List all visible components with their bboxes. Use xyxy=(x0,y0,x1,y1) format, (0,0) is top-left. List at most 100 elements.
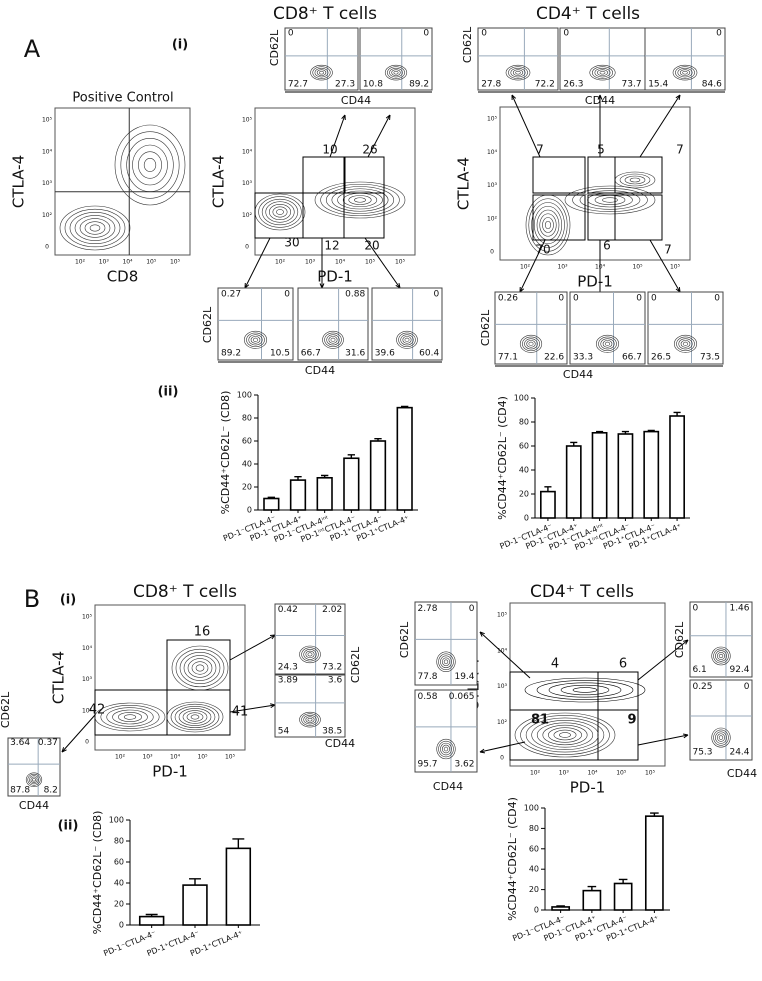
arrow-head xyxy=(479,748,486,754)
y-tick-label: 80 xyxy=(529,824,539,833)
axis-decade: 10³ xyxy=(487,182,498,189)
bar xyxy=(182,884,208,926)
gate-value: 5 xyxy=(597,143,605,157)
contour xyxy=(528,198,568,252)
quadrant-value: 0 xyxy=(716,28,722,38)
quadrant-value: 27.3 xyxy=(335,79,355,89)
quadrant-value: 24.3 xyxy=(278,663,298,673)
bar xyxy=(343,457,360,511)
arrow-head xyxy=(244,282,250,289)
quad-x-label: CD44 xyxy=(305,364,335,377)
quad-plot-frame xyxy=(494,291,568,365)
contour xyxy=(301,647,319,662)
contour xyxy=(250,336,261,344)
contour xyxy=(171,645,229,691)
axis-decade: 10⁵ xyxy=(225,754,236,761)
gate xyxy=(532,194,586,241)
arrow-head xyxy=(269,634,276,640)
contour xyxy=(299,711,321,728)
contour xyxy=(602,197,618,203)
contour xyxy=(440,742,452,756)
contour xyxy=(715,731,727,744)
axis-decade: 10⁵ xyxy=(82,614,93,621)
flow-plot-frame xyxy=(94,604,246,751)
error-bar xyxy=(587,885,597,891)
arrow-head xyxy=(479,631,485,637)
y-tick-label: 20 xyxy=(529,885,539,894)
bar xyxy=(289,479,307,511)
contour xyxy=(94,702,166,732)
contour xyxy=(505,64,531,81)
bar xyxy=(540,490,556,519)
contour xyxy=(331,188,389,212)
panel-title: CD8⁺ T cells xyxy=(133,582,237,602)
contour xyxy=(440,655,452,669)
y-axis-label: CTLA-4 xyxy=(210,155,228,208)
panel-title: CD4⁺ T cells xyxy=(530,582,634,602)
quadrant-value: 0.065 xyxy=(449,692,475,702)
axis-decade: 10⁵ xyxy=(632,264,643,271)
error-bar xyxy=(650,812,659,817)
contour xyxy=(183,655,217,681)
quad-x-label: CD44 xyxy=(433,780,463,793)
contour xyxy=(548,727,582,743)
quadrant-value: 0 xyxy=(481,28,487,38)
quad-y-label: CD62L xyxy=(673,621,686,658)
contour xyxy=(252,337,259,342)
axis-decade: 10² xyxy=(487,215,498,222)
contour xyxy=(526,340,536,348)
contour xyxy=(314,67,329,78)
gate xyxy=(343,192,385,239)
y-tick-label: 40 xyxy=(114,879,124,888)
contour xyxy=(522,336,540,352)
contour xyxy=(114,124,186,206)
contour xyxy=(716,733,726,742)
quad-plot-frame xyxy=(689,601,753,678)
gate xyxy=(614,194,663,241)
y-tick-label: 60 xyxy=(519,442,529,451)
contour xyxy=(186,712,204,722)
arrow-head xyxy=(675,94,681,101)
contour xyxy=(79,218,111,238)
contour xyxy=(602,340,613,348)
y-tick-label: 80 xyxy=(242,414,252,423)
contour xyxy=(718,653,724,659)
contour xyxy=(310,64,333,81)
bar xyxy=(263,497,280,511)
arrow-head xyxy=(675,286,681,293)
contour xyxy=(542,724,588,746)
contour xyxy=(680,340,691,348)
contour xyxy=(305,716,315,723)
contour xyxy=(354,197,366,203)
contour xyxy=(524,677,646,703)
quadrant-value: 77.8 xyxy=(417,672,437,682)
contour xyxy=(316,69,327,76)
contour xyxy=(678,338,693,350)
contour xyxy=(510,67,526,78)
quad-y-label: CD62L xyxy=(349,646,362,683)
axis-decade: 10⁵ xyxy=(365,259,376,266)
contour xyxy=(100,705,160,729)
contour xyxy=(325,186,395,214)
contour xyxy=(174,705,216,729)
gate-value: 26 xyxy=(362,143,377,157)
y-tick-label: 40 xyxy=(242,460,252,469)
contour xyxy=(389,67,403,78)
quadrant-value: 8.2 xyxy=(44,786,58,796)
bar xyxy=(617,433,634,519)
contour xyxy=(515,70,521,75)
quadrant-value: 89.2 xyxy=(221,348,241,358)
error-bar xyxy=(570,441,578,446)
gate-value: 30 xyxy=(284,236,299,250)
gate-value: 42 xyxy=(89,703,106,718)
axis-decade: 10⁵ xyxy=(242,117,253,124)
line xyxy=(329,114,346,158)
quadrant-value: 73.5 xyxy=(700,352,720,362)
contour xyxy=(672,64,698,81)
contour xyxy=(191,661,209,675)
contour xyxy=(679,69,691,76)
line xyxy=(229,634,276,661)
quad-plot-frame xyxy=(559,27,646,91)
quad-y-label: CD62L xyxy=(398,621,411,658)
bar xyxy=(225,847,252,926)
